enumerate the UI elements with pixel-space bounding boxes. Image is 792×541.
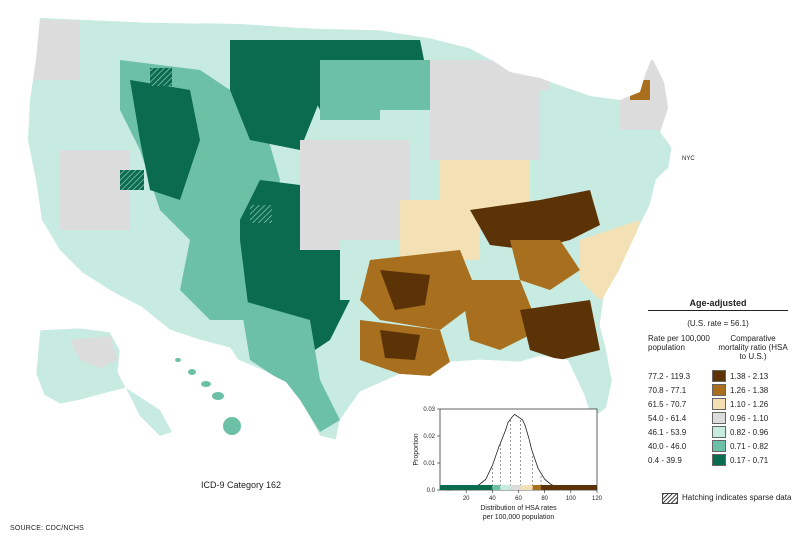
- distribution-color-band: [532, 485, 542, 490]
- legend-row: 40.0 - 46.0 0.71 - 0.82: [648, 439, 788, 453]
- source-label: SOURCE: CDC/NCHS: [10, 525, 84, 532]
- legend: Age-adjusted (U.S. rate = 56.1) Rate per…: [648, 298, 788, 467]
- y-tick-label: 0.03: [423, 407, 435, 413]
- legend-rate-range: 77.2 - 119.3: [648, 371, 691, 381]
- legend-swatch: [712, 426, 726, 438]
- legend-ratio-range: 0.17 - 0.71: [730, 455, 769, 465]
- x-tick-label: 100: [566, 496, 577, 502]
- legend-row: 54.0 - 61.4 0.96 - 1.10: [648, 411, 788, 425]
- legend-rate-range: 0.4 - 39.9: [648, 455, 682, 465]
- rate-heading: Rate per 100,000 population: [648, 334, 710, 352]
- legend-headings: Rate per 100,000 population Comparative …: [648, 334, 788, 361]
- legend-swatch: [712, 398, 726, 410]
- legend-row: 70.8 - 77.1 1.26 - 1.38: [648, 383, 788, 397]
- distribution-color-band: [510, 485, 521, 490]
- legend-rate-range: 61.5 - 70.7: [648, 399, 687, 409]
- legend-rate-range: 54.0 - 61.4: [648, 413, 687, 423]
- x-tick-label: 20: [463, 496, 470, 502]
- legend-swatch: [712, 370, 726, 382]
- distribution-color-band: [541, 485, 597, 490]
- legend-swatch: [712, 440, 726, 452]
- hatch-note: Hatching indicates sparse data: [662, 493, 791, 504]
- legend-rows: 77.2 - 119.3 1.38 - 2.13 70.8 - 77.1 1.26 -…: [648, 369, 788, 467]
- distribution-color-band: [440, 485, 493, 490]
- distribution-color-band: [500, 485, 511, 490]
- plot-frame: [439, 408, 598, 491]
- x-tick-label: 80: [541, 496, 548, 502]
- legend-row: 46.1 - 53.9 0.82 - 0.96: [648, 425, 788, 439]
- x-tick-label: 60: [515, 496, 522, 502]
- legend-rate-range: 70.8 - 77.1: [648, 385, 687, 395]
- legend-swatch: [712, 454, 726, 466]
- distribution-color-band: [492, 485, 501, 490]
- y-axis-label: Proportion: [413, 433, 420, 465]
- legend-row: 77.2 - 119.3 1.38 - 2.13: [648, 369, 788, 383]
- legend-ratio-range: 1.26 - 1.38: [730, 385, 769, 395]
- legend-rate-range: 46.1 - 53.9: [648, 427, 687, 437]
- legend-ratio-range: 1.38 - 2.13: [730, 371, 769, 381]
- hsa-rate-distribution-chart: 0.0 0.01 0.02 0.03 20 40 60 80 100 120 Proportion D…: [413, 407, 603, 521]
- legend-title: Age-adjusted: [648, 298, 788, 311]
- x-axis-label: Distribution of HSA rates per 100,000 pop…: [480, 505, 557, 521]
- legend-swatch: [712, 384, 726, 396]
- legend-ratio-range: 0.82 - 0.96: [730, 427, 769, 437]
- legend-ratio-range: 0.71 - 0.82: [730, 441, 769, 451]
- legend-row: 61.5 - 70.7 1.10 - 1.26: [648, 397, 788, 411]
- y-tick-label: 0.0: [427, 488, 436, 494]
- y-tick-label: 0.02: [423, 434, 435, 440]
- legend-swatch: [712, 412, 726, 424]
- legend-ratio-range: 1.10 - 1.26: [730, 399, 769, 409]
- legend-row: 0.4 - 39.9 0.17 - 0.71: [648, 453, 788, 467]
- hatch-swatch: [662, 493, 678, 504]
- icd-category-label: ICD-9 Category 162: [201, 480, 282, 490]
- y-tick-label: 0.01: [423, 461, 435, 467]
- legend-ratio-range: 0.96 - 1.10: [730, 413, 769, 423]
- hatch-note-text: Hatching indicates sparse data: [682, 493, 792, 502]
- nyc-label: NYC: [682, 156, 695, 162]
- hawaii-shape: [175, 358, 241, 435]
- x-tick-label: 120: [592, 496, 603, 502]
- x-tick-label: 40: [489, 496, 496, 502]
- us-rate-note: (U.S. rate = 56.1): [687, 319, 749, 328]
- distribution-color-band: [520, 485, 533, 490]
- ratio-heading: Comparative mortality ratio (HSA to U.S.…: [718, 334, 788, 361]
- legend-rate-range: 40.0 - 46.0: [648, 441, 687, 451]
